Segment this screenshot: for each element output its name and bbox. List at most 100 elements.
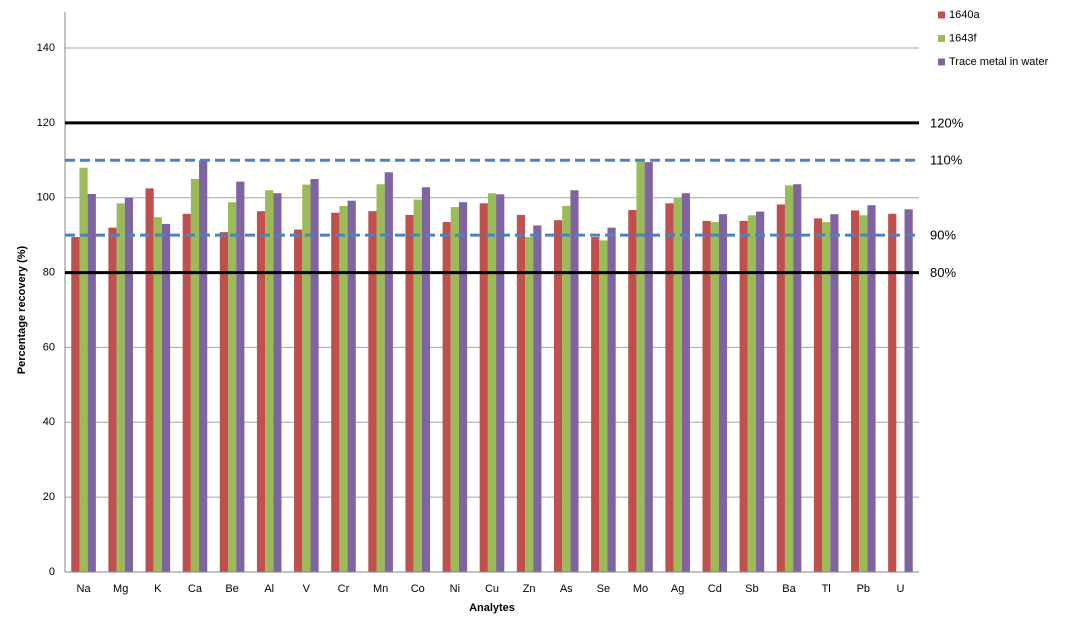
bar [450, 207, 459, 573]
bar [487, 193, 497, 573]
x-tick-label: K [154, 583, 162, 595]
x-axis-title: Analytes [469, 602, 515, 614]
bar [236, 181, 245, 572]
x-tick-label: Na [77, 583, 92, 595]
y-tick-label: 60 [43, 341, 55, 353]
bar [227, 202, 237, 572]
y-axis-title: Percentage recovery (%) [16, 245, 28, 374]
reference-label: 90% [930, 228, 956, 243]
bar [784, 185, 794, 572]
bar [421, 187, 431, 572]
y-tick-label: 20 [43, 491, 55, 503]
bar [904, 209, 913, 572]
legend-label: 1640a [949, 9, 980, 21]
y-tick-label: 140 [37, 42, 55, 54]
x-tick-label: Cr [338, 583, 350, 595]
bar [822, 222, 831, 573]
x-tick-label: Cd [708, 583, 722, 595]
x-tick-label: Ni [450, 583, 460, 595]
bar [182, 213, 191, 572]
bar [302, 184, 311, 572]
bar [644, 162, 653, 572]
bar [562, 205, 571, 572]
bar [310, 179, 319, 572]
bar [256, 211, 266, 572]
x-tick-label: Se [597, 583, 610, 595]
x-tick-label: Be [225, 583, 238, 595]
bar [339, 205, 348, 572]
x-tick-label: As [560, 583, 573, 595]
y-tick-label: 40 [43, 416, 55, 428]
x-tick-label: Zn [523, 583, 536, 595]
bar [79, 167, 88, 572]
bar [219, 232, 228, 573]
bar [673, 197, 682, 572]
x-tick-label: Pb [857, 583, 870, 595]
x-tick-label: V [303, 583, 311, 595]
legend-swatch [938, 11, 945, 19]
bar [739, 220, 748, 573]
bar [116, 203, 125, 573]
bar [347, 200, 356, 573]
bar [776, 204, 785, 573]
bar [458, 202, 468, 572]
x-tick-label: Cu [485, 583, 499, 595]
bar [681, 193, 690, 573]
bar [859, 215, 868, 572]
bar [124, 197, 133, 572]
bar [384, 172, 393, 572]
bar [331, 212, 340, 572]
reference-label: 80% [930, 265, 956, 280]
x-tick-label: Mo [633, 583, 648, 595]
y-tick-label: 80 [43, 266, 55, 278]
x-tick-label: Co [411, 583, 425, 595]
legend-label: 1643f [949, 32, 977, 44]
bar [199, 160, 208, 573]
bar [153, 217, 162, 573]
legend-swatch [938, 35, 945, 42]
bar [71, 237, 80, 572]
bar [628, 210, 637, 572]
bar [710, 222, 719, 573]
bar [636, 161, 645, 572]
bar [479, 203, 488, 573]
reference-label: 120% [930, 115, 964, 130]
x-tick-label: Sb [745, 583, 758, 595]
bar [108, 227, 117, 572]
bar [405, 214, 414, 572]
bar [665, 203, 674, 573]
bar [87, 193, 96, 572]
bar [413, 199, 422, 573]
bar [516, 214, 526, 572]
bar [273, 193, 282, 573]
bar [702, 220, 711, 573]
bar [294, 229, 303, 572]
legend-label: Trace metal in water [949, 56, 1049, 68]
bar [888, 213, 897, 572]
x-tick-label: Mn [373, 583, 388, 595]
bar [145, 188, 154, 572]
bar [851, 210, 860, 572]
y-tick-label: 0 [49, 566, 55, 578]
bar [793, 184, 802, 573]
bar [442, 222, 451, 573]
bar [813, 218, 823, 573]
x-tick-label: Ag [671, 583, 684, 595]
bar [190, 179, 200, 572]
bar [756, 211, 765, 572]
x-tick-label: Tl [822, 583, 831, 595]
x-tick-label: Ca [188, 583, 203, 595]
x-tick-label: Mg [113, 583, 128, 595]
bar [265, 190, 274, 572]
bar [867, 205, 876, 572]
bar [591, 237, 600, 572]
bar [376, 184, 385, 573]
bar [607, 227, 616, 572]
bar [718, 214, 728, 572]
legend-swatch [938, 58, 945, 66]
y-tick-label: 120 [37, 117, 55, 129]
reference-label: 110% [930, 153, 963, 168]
x-tick-label: Ba [782, 583, 796, 595]
x-tick-label: Al [264, 583, 274, 595]
